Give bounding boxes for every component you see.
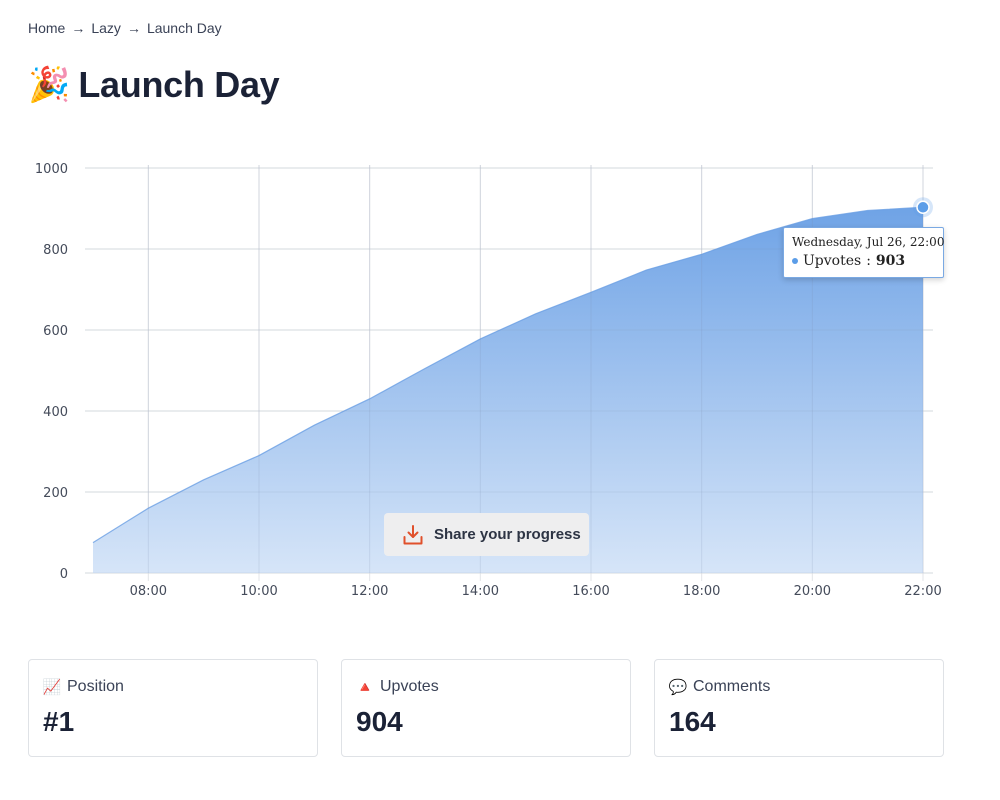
y-tick-label: 600	[43, 324, 68, 339]
y-tick-label: 1000	[35, 162, 68, 177]
comments-value: 164	[669, 706, 716, 737]
breadcrumb-current: Launch Day	[146, 20, 222, 36]
upvotes-card: 🔺 Upvotes 904	[341, 659, 631, 757]
party-popper-icon: 🎉	[28, 66, 71, 104]
y-tick-label: 0	[60, 567, 68, 582]
chart-tooltip: Wednesday, Jul 26, 22:00 Upvotes: 903	[783, 227, 945, 279]
tooltip-series: Upvotes	[803, 253, 862, 270]
share-progress-label: Share your progress	[434, 526, 581, 543]
upvotes-area	[93, 207, 923, 573]
breadcrumb: Home → Lazy → Launch Day	[28, 20, 222, 36]
x-tick-label: 20:00	[794, 584, 831, 599]
tooltip-line: Upvotes: 903	[792, 253, 934, 269]
speech-bubble-icon: 💬	[668, 679, 688, 696]
card-label: 💬 Comments	[669, 678, 929, 696]
stats-cards: 📈 Position #1 🔺 Upvotes 904 💬 Comments 1…	[28, 659, 944, 757]
breadcrumb-home[interactable]: Home	[28, 20, 66, 36]
x-tick-label: 14:00	[462, 584, 499, 599]
upvotes-label: Upvotes	[380, 678, 439, 695]
tooltip-value: 903	[875, 253, 906, 270]
position-card: 📈 Position #1	[28, 659, 318, 757]
card-label: 🔺 Upvotes	[356, 678, 616, 696]
y-tick-label: 800	[43, 243, 68, 258]
x-tick-label: 12:00	[351, 584, 388, 599]
tooltip-colon: :	[866, 253, 871, 270]
download-icon	[403, 524, 423, 544]
red-triangle-icon: 🔺	[355, 679, 375, 696]
breadcrumb-lazy[interactable]: Lazy	[91, 20, 121, 36]
y-tick-label: 400	[43, 405, 68, 420]
tooltip-date: Wednesday, Jul 26, 22:00	[792, 235, 945, 250]
page-title: Launch Day	[78, 64, 280, 105]
chart-increasing-icon: 📈	[42, 679, 62, 696]
card-label: 📈 Position	[43, 678, 303, 696]
upvotes-line	[92, 206, 924, 544]
position-label: Position	[67, 678, 124, 695]
x-tick-label: 22:00	[904, 584, 941, 599]
upvotes-value: 904	[356, 706, 403, 737]
x-tick-label: 18:00	[683, 584, 720, 599]
page-header: 🎉 Launch Day	[28, 64, 280, 106]
highlight-marker	[916, 200, 930, 215]
breadcrumb-separator: →	[126, 20, 141, 36]
chart-axes: 0 200 400 600 800 1000 08:00 10:00 12:00 14:00 16:…	[35, 162, 942, 599]
breadcrumb-separator: →	[71, 20, 86, 36]
chart-marker-layer	[913, 197, 933, 218]
chart-area-layer	[85, 165, 933, 574]
x-tick-label: 16:00	[572, 584, 609, 599]
x-tick-label: 10:00	[240, 584, 277, 599]
x-tick-label: 08:00	[130, 584, 167, 599]
share-progress-button[interactable]: Share your progress	[384, 513, 589, 556]
series-dot-icon	[792, 258, 798, 265]
comments-card: 💬 Comments 164	[654, 659, 944, 757]
y-tick-label: 200	[43, 486, 68, 501]
position-value: #1	[43, 706, 75, 737]
upvotes-area-chart[interactable]: 0 200 400 600 800 1000 08:00 10:00 12:00 14:00 16:…	[0, 150, 1000, 610]
comments-label: Comments	[693, 678, 771, 695]
